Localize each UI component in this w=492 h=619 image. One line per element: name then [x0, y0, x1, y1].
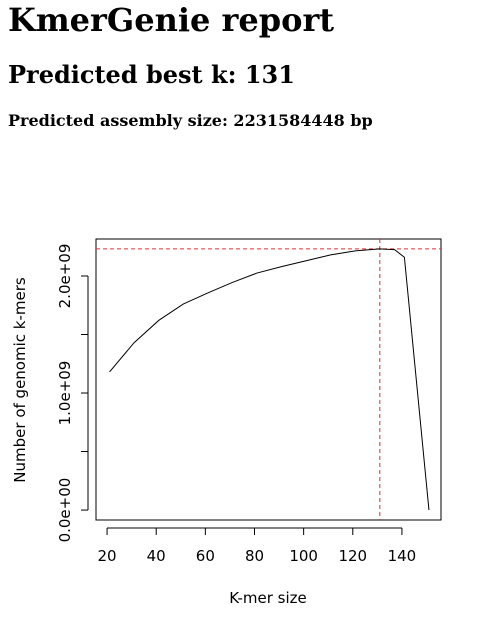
- x-axis-label: K-mer size: [229, 589, 307, 607]
- x-tick-label: 140: [388, 547, 417, 565]
- x-tick-label: 80: [245, 547, 264, 565]
- x-tick-label: 40: [147, 547, 166, 565]
- report-title: KmerGenie report: [8, 1, 334, 39]
- x-tick-label: 20: [98, 547, 117, 565]
- plot-box: [95, 238, 442, 521]
- data-line: [109, 248, 430, 511]
- y-tick-label: 2.0e+09: [56, 244, 74, 309]
- best-k: Predicted best k: 131: [8, 60, 295, 89]
- x-tick-label: 120: [338, 547, 367, 565]
- x-tick-label: 60: [196, 547, 215, 565]
- assembly-size: Predicted assembly size: 2231584448 bp: [8, 111, 373, 130]
- x-tick-label: 100: [289, 547, 318, 565]
- y-axis-label: Number of genomic k-mers: [11, 277, 29, 483]
- y-tick-label: 1.0e+09: [56, 361, 74, 426]
- y-tick-label: 0.0e+00: [56, 478, 74, 543]
